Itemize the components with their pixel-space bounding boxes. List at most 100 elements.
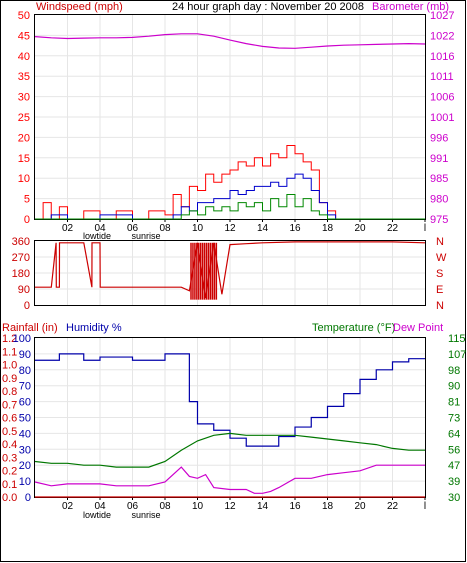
- dewpoint-line: [34, 464, 425, 494]
- time-tick-label: 16: [289, 501, 301, 512]
- rain-tick-label: 1.0: [2, 360, 17, 372]
- wind-tick-label: 5: [24, 194, 30, 206]
- humidity-label: Humidity %: [66, 322, 122, 334]
- time-tick-label: 02: [62, 501, 74, 512]
- wind-tick-label: 30: [18, 92, 30, 104]
- wind-gust-line: [35, 145, 425, 220]
- time-tick-label: 12: [224, 223, 236, 234]
- humidity-line: [35, 353, 425, 447]
- wind-tick-label: 35: [18, 71, 30, 83]
- time-tick-label: 10: [192, 501, 204, 512]
- temperature-tick-label: 73: [448, 413, 460, 425]
- rain-tick-label: 1.2: [2, 333, 17, 345]
- time-tick-label: 20: [354, 223, 366, 234]
- wind-tick-label: 45: [18, 30, 30, 42]
- baro-tick-label: 1006: [430, 92, 454, 104]
- direction-series: [35, 241, 426, 300]
- temperature-tick-label: 81: [448, 397, 460, 409]
- wind-tick-label: 50: [18, 10, 30, 22]
- time-tick-label: 22: [387, 223, 399, 234]
- baro-tick-label: 991: [430, 153, 448, 165]
- time-tick-label: 12: [224, 501, 236, 512]
- time-tick-label: 18: [322, 223, 334, 234]
- wind-baro-series: [34, 33, 426, 220]
- humidity-tick-label: 10: [19, 476, 31, 488]
- direction-tick-label: 270: [12, 252, 30, 264]
- rain-tick-label: 0.2: [2, 466, 17, 478]
- wind-direction-line: [35, 241, 426, 298]
- direction-tick-label: 90: [18, 284, 30, 296]
- temperature-tick-label: 64: [448, 428, 460, 440]
- windspeed-label: Windspeed (mph): [36, 1, 123, 13]
- time-tick-label: 04: [94, 223, 106, 234]
- wind-tick-label: 15: [18, 153, 30, 165]
- time-tick-label: 16: [289, 223, 301, 234]
- compass-label: E: [436, 284, 443, 296]
- baro-tick-label: 975: [430, 214, 448, 226]
- wind-low-line: [35, 194, 425, 220]
- time-tick-label: l: [424, 501, 426, 512]
- humidity-tick-label: 60: [19, 397, 31, 409]
- humidity-tick-label: 0: [25, 492, 31, 504]
- rain-tick-label: 0.6: [2, 413, 17, 425]
- rain-axis: 0.00.10.2 0.30.40.50.6 0.70.80.91.0 1.11.2: [2, 333, 17, 504]
- time-tick-label: 10: [192, 223, 204, 234]
- rain-tick-label: 0.1: [2, 479, 17, 491]
- time-tick-label: 06: [127, 501, 139, 512]
- rain-tick-label: 0.0: [2, 492, 17, 504]
- wind-axis: 0 5 10 15 20 25 30 35 40 45 50: [18, 10, 30, 226]
- temperature-label: Temperature (°F): [312, 322, 395, 334]
- direction-tick-label: 0: [24, 300, 30, 312]
- time-tick-label: 08: [159, 223, 171, 234]
- lowtide-label: lowtide: [83, 510, 111, 520]
- humidity-tick-label: 90: [19, 349, 31, 361]
- lowtide-label: lowtide: [83, 231, 111, 241]
- baro-tick-label: 1027: [430, 10, 454, 22]
- bottom-grid: [35, 338, 425, 497]
- humidity-tick-label: 30: [19, 444, 31, 456]
- baro-tick-label: 1016: [430, 51, 454, 63]
- humidity-tick-label: 80: [19, 365, 31, 377]
- time-tick-label: 14: [257, 223, 269, 234]
- temperature-tick-label: 115: [448, 333, 466, 345]
- rainfall-label: Rainfall (in): [2, 322, 58, 334]
- temperature-line: [34, 432, 425, 468]
- direction-tick-label: 360: [12, 236, 30, 248]
- time-tick-label: 18: [322, 501, 334, 512]
- rain-tick-label: 0.9: [2, 373, 17, 385]
- time-tick-label: 22: [387, 501, 399, 512]
- temperature-tick-label: 47: [448, 460, 460, 472]
- temperature-tick-label: 90: [448, 381, 460, 393]
- direction-tick-label: 180: [12, 268, 30, 280]
- humidity-tick-label: 70: [19, 381, 31, 393]
- temperature-tick-label: 39: [448, 476, 460, 488]
- compass-label: N: [436, 236, 444, 248]
- compass-label: S: [436, 268, 443, 280]
- baro-tick-label: 996: [430, 132, 448, 144]
- baro-tick-label: 980: [430, 194, 448, 206]
- baro-tick-label: 1001: [430, 112, 454, 124]
- time-tick-label: 04: [94, 501, 106, 512]
- barometer-label: Barometer (mb): [372, 1, 449, 13]
- temperature-tick-label: 30: [448, 492, 460, 504]
- wind-tick-label: 10: [18, 173, 30, 185]
- direction-axis: 0 90 180 270 360: [12, 236, 30, 312]
- baro-tick-label: 1022: [430, 30, 454, 42]
- temperature-axis: 30 39 47 56 64 73 81 90 98 107 115: [448, 333, 466, 504]
- rain-tick-label: 0.7: [2, 399, 17, 411]
- dewpoint-label: Dew Point: [393, 322, 443, 334]
- time-tick-label: 14: [257, 501, 269, 512]
- wind-tick-label: 20: [18, 132, 30, 144]
- graph-title: 24 hour graph day : November 20 2008: [172, 1, 364, 13]
- temperature-tick-label: 56: [448, 444, 460, 456]
- sunrise-label: sunrise: [131, 510, 160, 520]
- wind-tick-label: 25: [18, 112, 30, 124]
- barometer-line: [34, 33, 426, 49]
- time-tick-label: 20: [354, 501, 366, 512]
- baro-tick-label: 1011: [430, 71, 454, 83]
- sunrise-label: sunrise: [131, 231, 160, 241]
- time-tick-label: 08: [159, 501, 171, 512]
- temp-humidity-series: [34, 353, 425, 498]
